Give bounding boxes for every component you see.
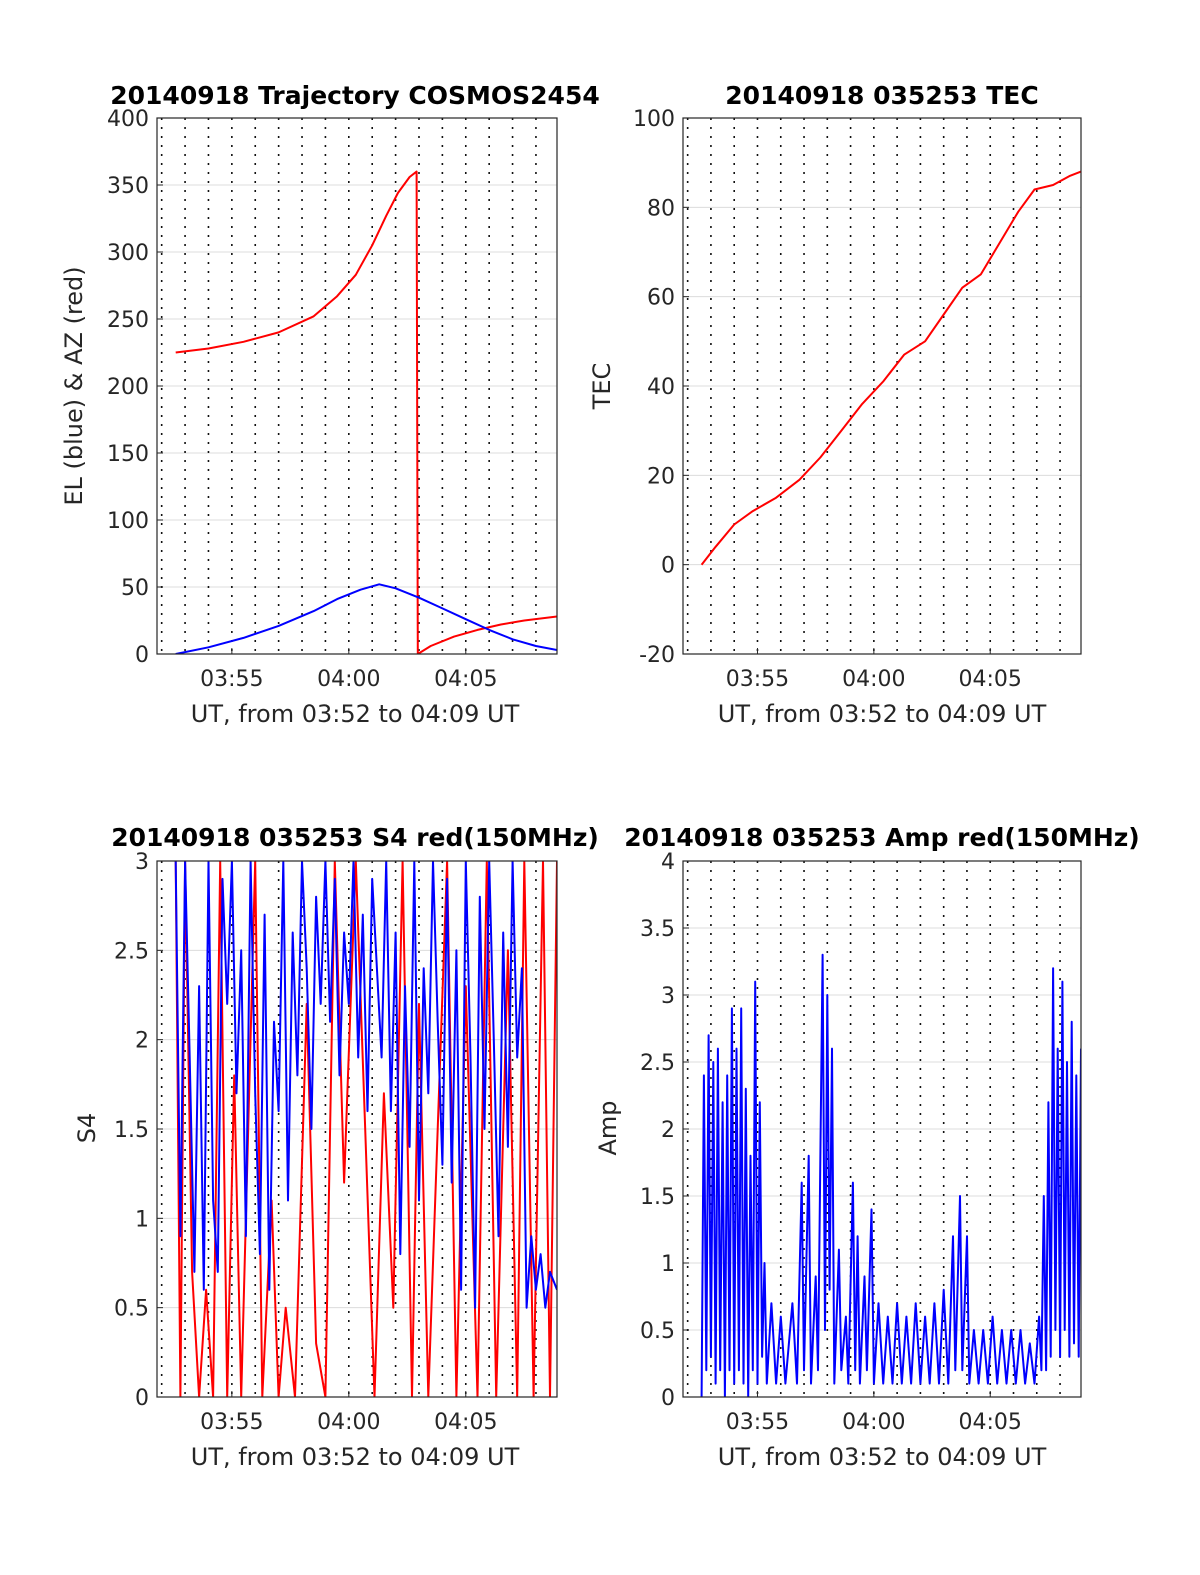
y-tick-label: 50 [121, 576, 149, 601]
x-tick-label: 04:00 [842, 1410, 905, 1435]
plot-area [175, 170, 557, 654]
series-line-0 [700, 953, 1081, 1397]
grid [157, 117, 557, 655]
y-tick-label: 3 [135, 850, 149, 875]
series-line-0 [700, 170, 1081, 566]
x-tick-label: 03:55 [200, 667, 263, 692]
x-tick-label: 04:05 [959, 667, 1022, 692]
y-tick-label: 200 [107, 375, 149, 400]
x-tick-label: 04:05 [434, 1410, 497, 1435]
y-tick-label: 0.5 [114, 1297, 149, 1322]
series-group [175, 170, 557, 654]
panel-title: 20140918 035253 S4 red(150MHz) [111, 823, 599, 852]
y-tick-label: 40 [647, 375, 675, 400]
y-tick-label: 0 [135, 1386, 149, 1411]
x-axis-label: UT, from 03:52 to 04:09 UT [191, 700, 520, 728]
y-tick-label: 2.5 [640, 1051, 675, 1076]
x-tick-label: 03:55 [726, 667, 789, 692]
s4-panel: 20140918 035253 S4 red(150MHz) 0 0.5 1 1.5 2… [73, 823, 599, 1471]
y-tick-label: 300 [107, 241, 149, 266]
tick-labels: 0 0.5 1 1.5 2 2.5 3 03:55 04:00 04:05 [114, 850, 497, 1435]
tick-labels: -20 0 20 40 60 80 100 03:55 04:00 04:05 [633, 107, 1022, 692]
tec-panel: 20140918 035253 TEC -20 0 20 40 60 80 100 03:55… [588, 81, 1082, 728]
y-tick-label: 100 [107, 509, 149, 534]
y-tick-label: 4 [661, 850, 675, 875]
y-axis-label: TEC [588, 363, 616, 411]
y-axis-label: S4 [73, 1113, 101, 1144]
x-axis-label: UT, from 03:52 to 04:09 UT [718, 700, 1047, 728]
panel-title: 20140918 035253 TEC [725, 81, 1038, 110]
y-tick-label: 1.5 [114, 1118, 149, 1143]
series-group [700, 953, 1081, 1397]
amp-panel: 20140918 035253 Amp red(150MHz) 0 0.5 1 1.5… [594, 823, 1140, 1471]
y-tick-label: 20 [647, 464, 675, 489]
y-tick-label: 3 [661, 984, 675, 1009]
x-tick-label: 04:00 [842, 667, 905, 692]
y-axis-label: EL (blue) & AZ (red) [60, 266, 88, 505]
y-tick-label: 400 [107, 107, 149, 132]
y-tick-label: 250 [107, 308, 149, 333]
plot-area [700, 170, 1081, 566]
series-line-1 [174, 861, 557, 1309]
y-tick-label: 1 [661, 1252, 675, 1277]
plot-area [700, 953, 1081, 1397]
x-axis-label: UT, from 03:52 to 04:09 UT [718, 1443, 1047, 1471]
y-tick-label: 1.5 [640, 1185, 675, 1210]
y-tick-label: 2 [135, 1029, 149, 1054]
y-tick-label: 80 [647, 196, 675, 221]
x-tick-label: 04:00 [317, 1410, 380, 1435]
x-tick-label: 03:55 [200, 1410, 263, 1435]
y-tick-label: 350 [107, 174, 149, 199]
series-line-0 [175, 170, 557, 654]
panel-title: 20140918 035253 Amp red(150MHz) [624, 823, 1140, 852]
x-tick-label: 03:55 [726, 1410, 789, 1435]
y-tick-label: 2.5 [114, 939, 149, 964]
trajectory-panel: 20140918 Trajectory COSMOS2454 0 50 100 150… [60, 81, 600, 728]
x-tick-label: 04:05 [959, 1410, 1022, 1435]
x-axis-label: UT, from 03:52 to 04:09 UT [191, 1443, 520, 1471]
panel-title: 20140918 Trajectory COSMOS2454 [110, 81, 600, 110]
y-tick-label: 1 [135, 1207, 149, 1232]
grid [683, 117, 1081, 655]
series-line-0 [174, 861, 557, 1397]
y-tick-label: 3.5 [640, 917, 675, 942]
y-tick-label: 60 [647, 286, 675, 311]
x-tick-label: 04:00 [317, 667, 380, 692]
y-tick-label: -20 [639, 643, 675, 668]
y-tick-label: 0 [661, 1386, 675, 1411]
plot-area [174, 861, 557, 1397]
y-tick-label: 150 [107, 442, 149, 467]
x-tick-label: 04:05 [434, 667, 497, 692]
y-axis-label: Amp [594, 1100, 622, 1155]
y-tick-label: 0.5 [640, 1319, 675, 1344]
y-tick-label: 0 [135, 643, 149, 668]
y-tick-label: 2 [661, 1118, 675, 1143]
y-tick-label: 0 [661, 554, 675, 579]
tick-labels: 0 0.5 1 1.5 2 2.5 3 3.5 4 03:55 04:00 04:05 [640, 850, 1022, 1435]
series-group [700, 170, 1081, 566]
tick-labels: 0 50 100 150 200 250 300 350 400 03:55 04:00 04:05 [107, 107, 497, 692]
y-tick-label: 100 [633, 107, 675, 132]
series-group [174, 861, 557, 1397]
series-line-1 [175, 583, 557, 654]
